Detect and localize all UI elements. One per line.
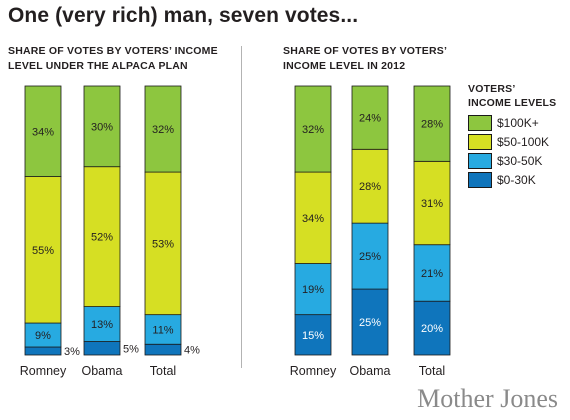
legend-label: $0-30K: [497, 172, 536, 187]
bar-segment-50-100k: [351, 148, 389, 224]
bar-segment-30-50k: [83, 306, 121, 342]
bar-segment-100k: [351, 85, 389, 150]
bar-segment-30-50k: [413, 244, 451, 302]
data-label: 19%: [302, 284, 324, 296]
legend-swatch: [468, 171, 492, 188]
legend-item-30-50k: $30-50K: [468, 152, 556, 169]
data-label: 55%: [32, 245, 54, 257]
chart-left-title: Share of votes by voters’ income level u…: [8, 45, 218, 72]
legend-swatch: [468, 152, 492, 169]
legend-title-line-1: Voters’: [468, 83, 516, 95]
data-label: 28%: [421, 119, 443, 131]
bar-segment-0-30k: [413, 300, 451, 356]
x-tick-label: Romney: [20, 364, 67, 378]
data-label: 3%: [64, 346, 80, 358]
bar-segment-50-100k: [24, 176, 62, 324]
data-label: 31%: [421, 198, 443, 210]
bar-segment-0-30k: [144, 343, 182, 356]
legend-label: $50-100K: [497, 134, 550, 149]
bar-segment-0-30k: [24, 346, 62, 356]
data-label: 5%: [123, 343, 139, 355]
bar-segment-100k: [144, 85, 182, 173]
legend-item-50-100k: $50-100K: [468, 133, 556, 150]
bar-segment-100k: [83, 85, 121, 168]
data-label: 20%: [421, 323, 443, 335]
bar-segment-50-100k: [294, 171, 332, 264]
data-label: 15%: [302, 330, 324, 342]
x-tick-label: Obama: [82, 364, 123, 378]
bar-segment-0-30k: [294, 314, 332, 356]
legend-label: $30-50K: [497, 153, 543, 168]
legend-item-100k-plus: $100K+: [468, 114, 556, 131]
bar-segment-30-50k: [144, 314, 182, 345]
bar-segment-100k: [24, 85, 62, 177]
data-label: 25%: [359, 317, 381, 329]
data-label: 21%: [421, 268, 443, 280]
x-tick-label: Romney: [290, 364, 337, 378]
legend-label: $100K+: [497, 115, 539, 130]
data-label: 34%: [302, 213, 324, 225]
data-label: 32%: [152, 124, 174, 136]
x-tick-label: Obama: [350, 364, 391, 378]
data-label: 30%: [91, 121, 113, 133]
legend-title: Voters’ income levels: [468, 82, 556, 110]
bar-segment-50-100k: [144, 171, 182, 316]
x-tick-label: Total: [419, 364, 445, 378]
bar-segment-0-30k: [351, 288, 389, 356]
bar-segment-100k: [294, 85, 332, 173]
data-label: 28%: [359, 181, 381, 193]
legend-swatch: [468, 133, 492, 150]
data-label: 32%: [302, 124, 324, 136]
chart-right-title: Share of votes by voters’ income level i…: [283, 45, 447, 72]
data-label: 4%: [184, 345, 200, 357]
data-label: 13%: [91, 319, 113, 331]
bar-segment-100k: [413, 85, 451, 162]
data-label: 52%: [91, 232, 113, 244]
x-tick-label: Total: [150, 364, 176, 378]
panel-divider: [241, 46, 242, 368]
data-label: 11%: [152, 324, 173, 336]
data-label: 9%: [35, 330, 51, 342]
page-title: One (very rich) man, seven votes...: [8, 4, 359, 27]
bar-segment-30-50k: [351, 222, 389, 290]
data-label: 34%: [32, 126, 54, 138]
bar-segment-30-50k: [294, 263, 332, 316]
legend-title-line-2: income levels: [468, 97, 557, 109]
bar-segment-50-100k: [83, 166, 121, 307]
data-label: 53%: [152, 238, 174, 250]
bar-segment-0-30k: [83, 341, 121, 356]
brand-wordmark: Mother Jones: [417, 384, 558, 413]
legend-swatch: [468, 114, 492, 131]
data-label: 24%: [359, 113, 381, 125]
data-label: 25%: [359, 251, 381, 263]
legend-item-0-30k: $0-30K: [468, 171, 556, 188]
legend: Voters’ income levels $100K+ $50-100K $3…: [468, 82, 556, 190]
